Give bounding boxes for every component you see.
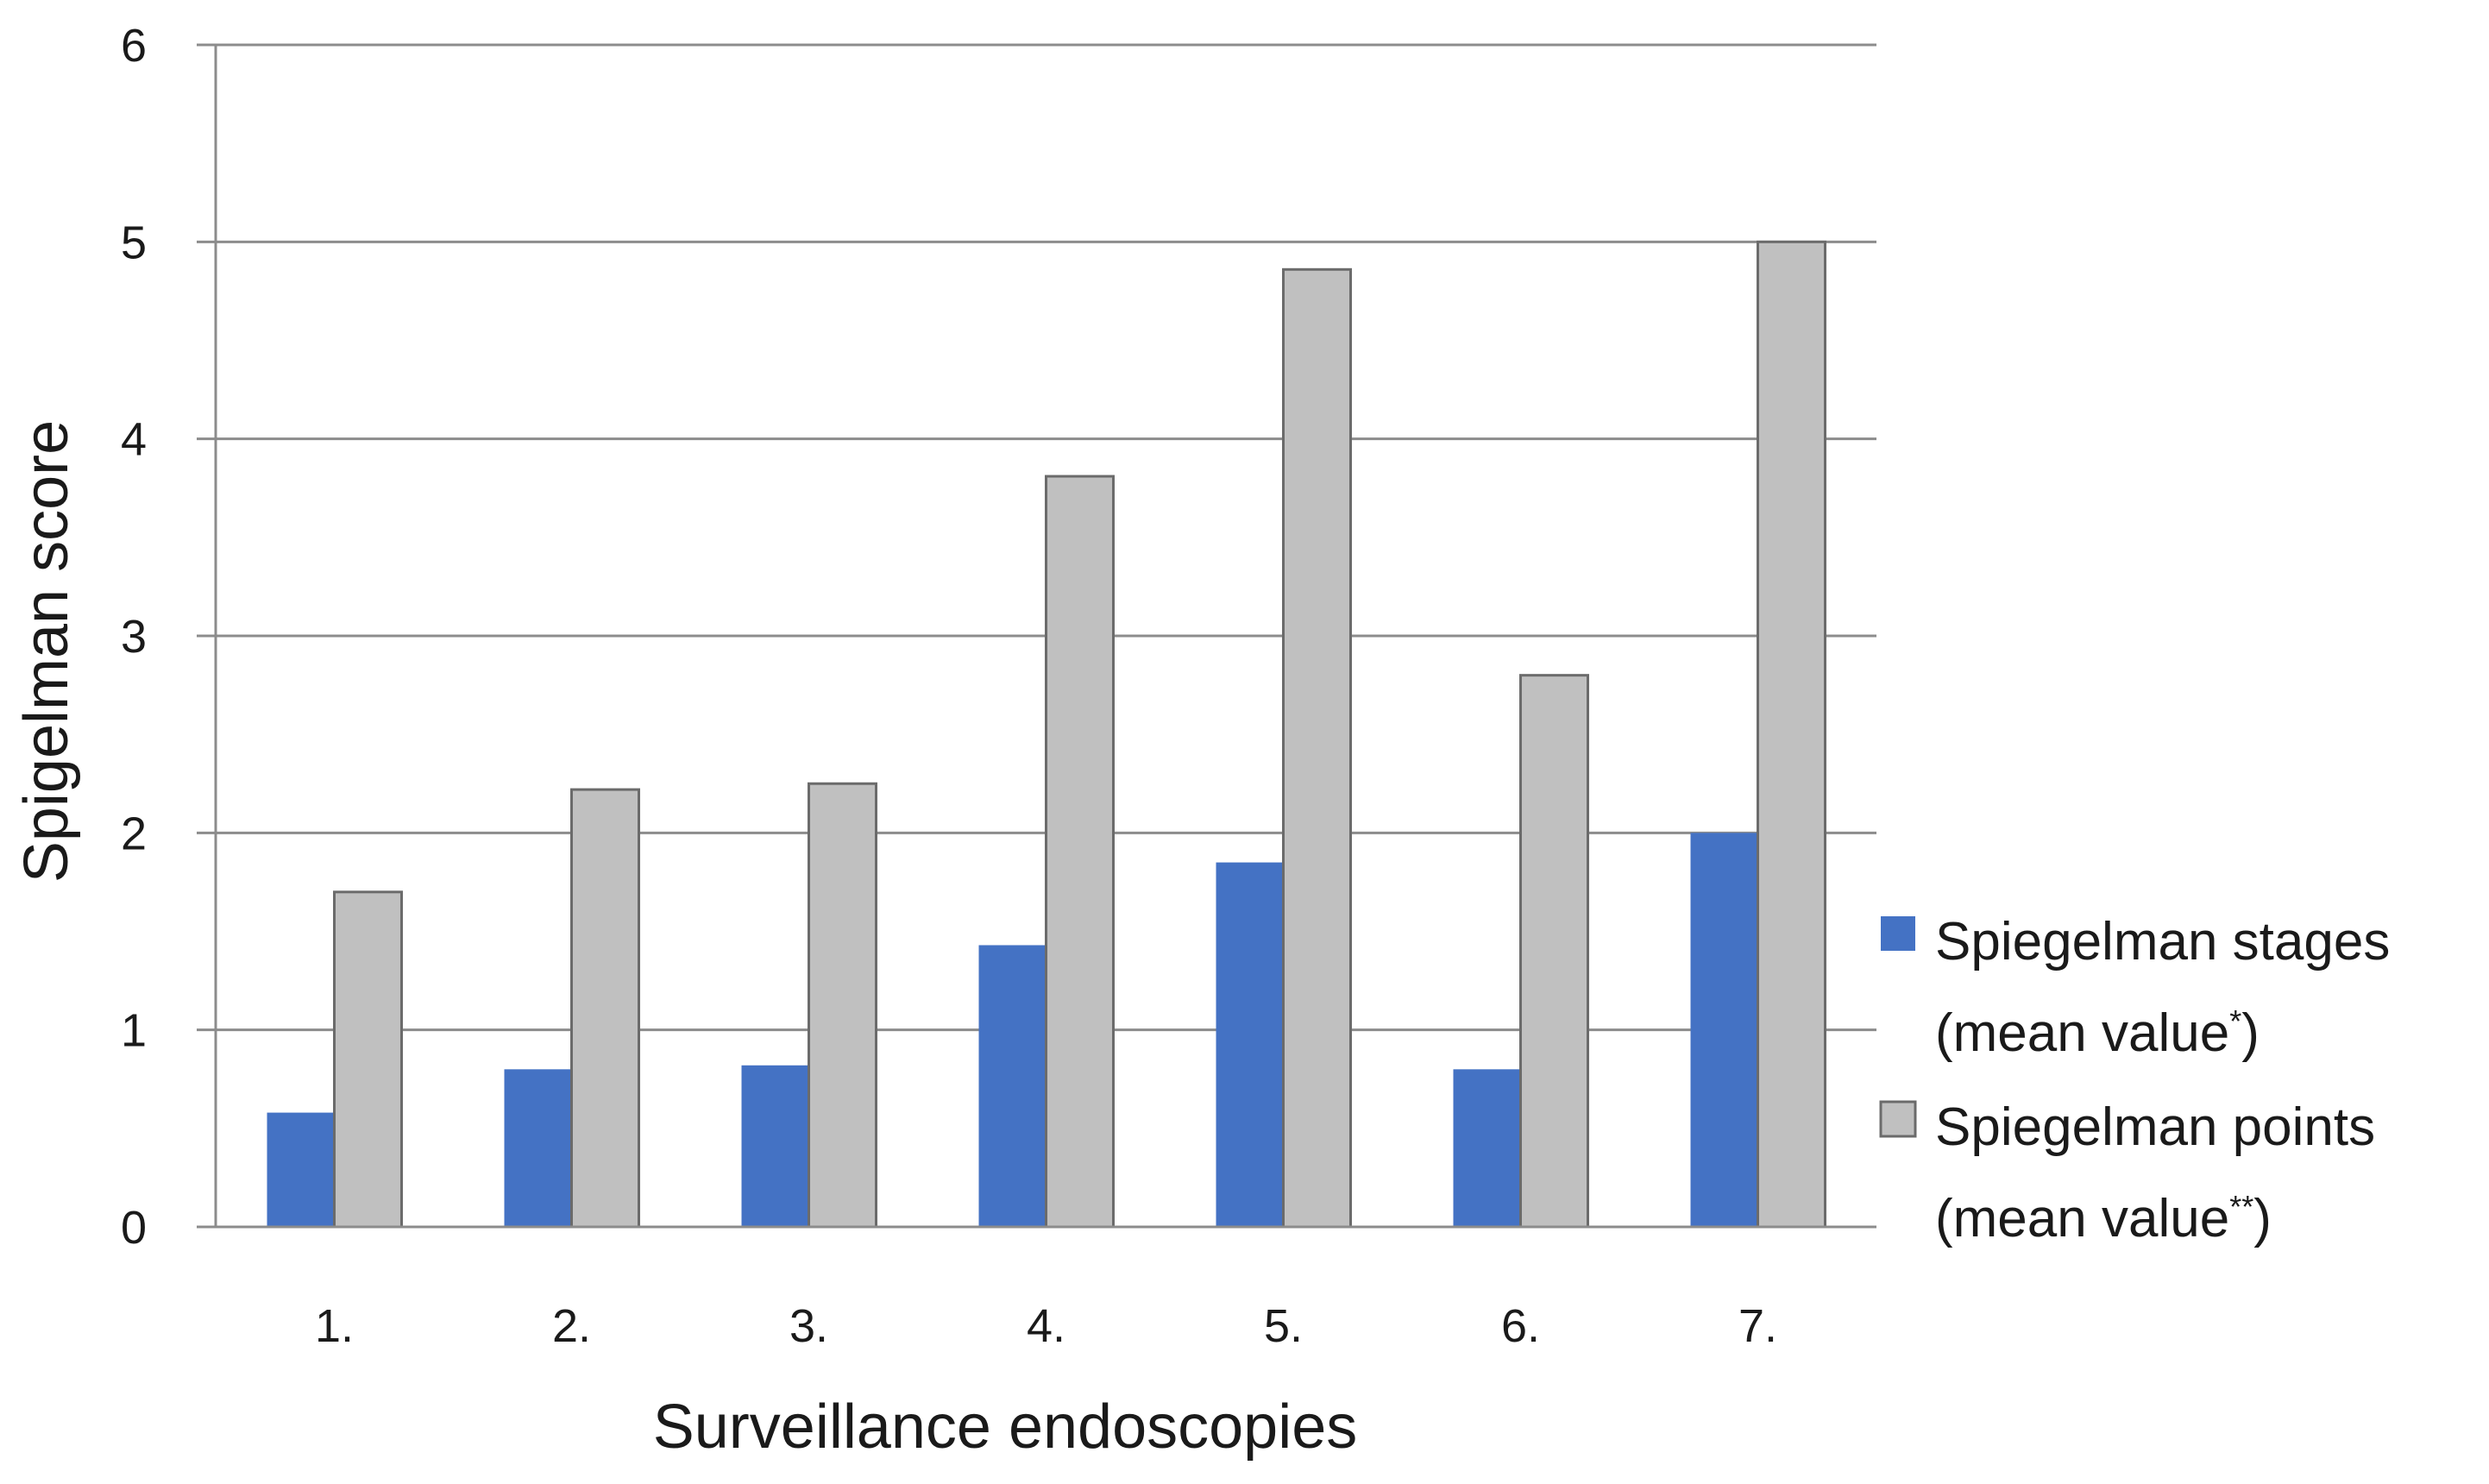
y-tick-label: 6 [121,20,147,72]
bar-stages-3 [741,1065,809,1227]
legend-label-points-line1: Spiegelman points [1935,1097,2375,1157]
x-tick-labels: 1. 2. 3. 4. 5. 6. 7. [315,1300,1777,1352]
y-tick-label: 2 [121,808,147,859]
x-tick-label: 4. [1027,1300,1065,1352]
axes [197,45,1876,1229]
x-tick-label: 2. [552,1300,591,1352]
y-tick-label: 1 [121,1005,147,1057]
bar-stages-7 [1690,833,1758,1227]
bar-points-3 [808,782,877,1229]
legend-swatch-stages [1881,916,1915,951]
bar-stages-1 [267,1112,335,1227]
bar-stages-6 [1453,1069,1521,1227]
x-tick-label: 3. [789,1300,828,1352]
legend-label-points-line2: (mean value**) [1935,1189,2272,1248]
bar-points-2 [570,788,640,1229]
x-tick-label: 1. [315,1300,354,1352]
x-axis-title: Surveillance endoscopies [653,1393,1358,1462]
y-tick-label: 4 [121,414,147,466]
legend-label-stages-line1: Spiegelman stages [1935,912,2390,972]
bar-stages-5 [1216,862,1284,1227]
bars [267,240,1826,1229]
bar-points-1 [333,890,403,1229]
legend: Spiegelman stages (mean value*) Spiegelm… [1879,912,2390,1248]
bar-points-4 [1045,475,1115,1229]
y-tick-label: 5 [121,217,147,268]
bar-stages-4 [978,945,1047,1227]
y-tick-label: 3 [121,611,147,663]
bar-points-6 [1519,674,1589,1229]
legend-swatch-points [1879,1100,1917,1138]
y-tick-labels: 0 1 2 3 4 5 6 [121,20,147,1254]
bar-stages-2 [504,1069,572,1227]
x-tick-label: 6. [1501,1300,1540,1352]
y-tick-label: 0 [121,1202,147,1254]
bar-points-5 [1282,267,1352,1229]
legend-label-stages-line2: (mean value*) [1935,1003,2260,1063]
x-tick-label: 7. [1738,1300,1777,1352]
x-tick-label: 5. [1264,1300,1303,1352]
bar-points-7 [1757,240,1826,1229]
y-axis-title: Spigelman score [12,420,81,883]
